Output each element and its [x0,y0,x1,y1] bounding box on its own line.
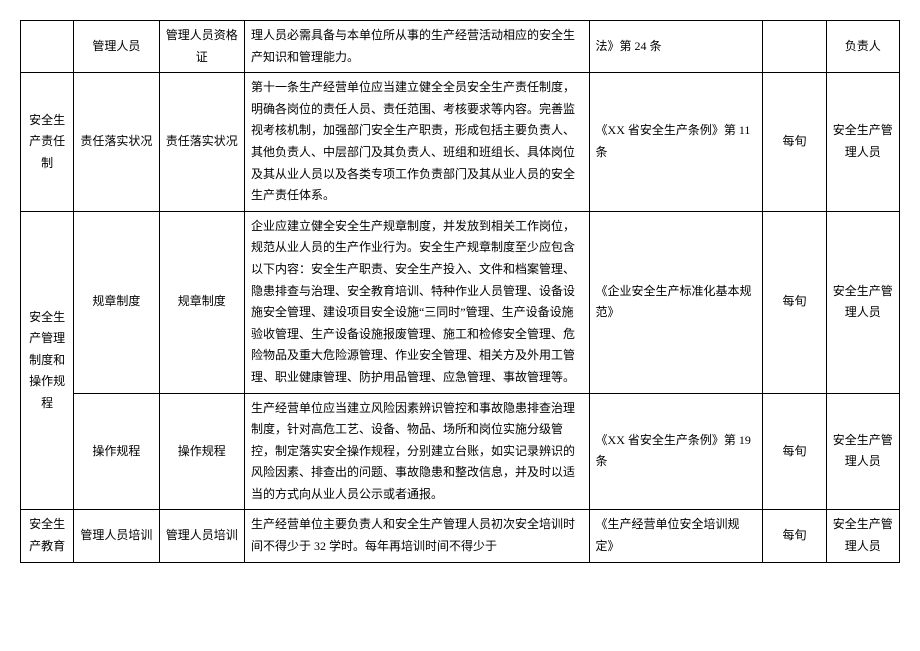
cell-item: 责任落实状况 [74,73,159,212]
cell-content: 生产经营单位主要负责人和安全生产管理人员初次安全培训时间不得少于 32 学时。每… [244,510,589,562]
cell-subitem: 规章制度 [159,211,244,393]
table-row: 管理人员 管理人员资格证 理人员必需具备与本单位所从事的生产经营活动相应的安全生… [21,21,900,73]
cell-owner: 安全生产管理人员 [826,211,899,393]
cell-period [763,21,826,73]
table-row: 安全生产责任制 责任落实状况 责任落实状况 第十一条生产经营单位应当建立健全全员… [21,73,900,212]
cell-category [21,21,74,73]
cell-period: 每旬 [763,73,826,212]
cell-owner: 安全生产管理人员 [826,393,899,510]
cell-basis: 《生产经营单位安全培训规定》 [589,510,763,562]
cell-subitem: 管理人员资格证 [159,21,244,73]
cell-category: 安全生产管理制度和操作规程 [21,211,74,510]
safety-table: 管理人员 管理人员资格证 理人员必需具备与本单位所从事的生产经营活动相应的安全生… [20,20,900,563]
cell-period: 每旬 [763,393,826,510]
cell-category: 安全生产责任制 [21,73,74,212]
cell-basis: 《XX 省安全生产条例》第 19 条 [589,393,763,510]
cell-basis: 《XX 省安全生产条例》第 11 条 [589,73,763,212]
cell-period: 每旬 [763,211,826,393]
cell-owner: 安全生产管理人员 [826,510,899,562]
cell-basis: 《企业安全生产标准化基本规范》 [589,211,763,393]
table-row: 安全生产管理制度和操作规程 规章制度 规章制度 企业应建立健全安全生产规章制度，… [21,211,900,393]
cell-item: 操作规程 [74,393,159,510]
document-page: 管理人员 管理人员资格证 理人员必需具备与本单位所从事的生产经营活动相应的安全生… [20,20,900,563]
cell-content: 理人员必需具备与本单位所从事的生产经营活动相应的安全生产知识和管理能力。 [244,21,589,73]
table-row: 操作规程 操作规程 生产经营单位应当建立风险因素辨识管控和事故隐患排查治理制度，… [21,393,900,510]
cell-owner: 负责人 [826,21,899,73]
cell-item: 规章制度 [74,211,159,393]
cell-period: 每旬 [763,510,826,562]
cell-content: 第十一条生产经营单位应当建立健全全员安全生产责任制度，明确各岗位的责任人员、责任… [244,73,589,212]
cell-subitem: 操作规程 [159,393,244,510]
cell-subitem: 责任落实状况 [159,73,244,212]
cell-subitem: 管理人员培训 [159,510,244,562]
cell-content: 生产经营单位应当建立风险因素辨识管控和事故隐患排查治理制度，针对高危工艺、设备、… [244,393,589,510]
cell-item: 管理人员 [74,21,159,73]
cell-owner: 安全生产管理人员 [826,73,899,212]
table-row: 安全生产教育 管理人员培训 管理人员培训 生产经营单位主要负责人和安全生产管理人… [21,510,900,562]
cell-basis: 法》第 24 条 [589,21,763,73]
cell-category: 安全生产教育 [21,510,74,562]
cell-content: 企业应建立健全安全生产规章制度，并发放到相关工作岗位，规范从业人员的生产作业行为… [244,211,589,393]
cell-item: 管理人员培训 [74,510,159,562]
